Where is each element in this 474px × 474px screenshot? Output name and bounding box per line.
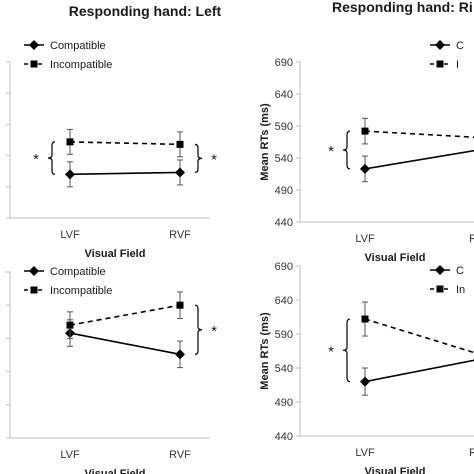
series-line-in	[364, 318, 474, 354]
panels: LVF RVF Visual Field * * Compatible Incompatib…	[6, 40, 474, 474]
title-left: Responding hand: Left	[69, 3, 222, 19]
data-point-incompatible	[66, 138, 74, 146]
data-point-compatible	[175, 167, 185, 178]
significance-star: *	[211, 323, 217, 340]
legend-marker	[436, 285, 444, 293]
significance-star: *	[211, 151, 217, 168]
x-tick-label: LVF	[355, 447, 375, 459]
x-tick-label: RVF	[169, 449, 191, 461]
significance-star: *	[328, 143, 334, 160]
x-tick-label: LVF	[355, 233, 375, 245]
x-axis-label: Visual Field	[85, 468, 146, 474]
data-point-c	[360, 376, 370, 387]
data-point-incompatible	[176, 140, 184, 148]
significance-bracket	[342, 318, 351, 383]
legend-label: C	[456, 265, 464, 277]
x-tick-label: RVF	[169, 229, 191, 241]
significance-bracket	[47, 141, 56, 175]
legend-marker	[435, 265, 445, 275]
x-tick-label: RVF	[469, 447, 474, 459]
significance-bracket	[194, 304, 203, 355]
data-point-compatible	[65, 169, 75, 180]
x-axis-label: Visual Field	[85, 248, 146, 260]
y-tick-label: 490	[275, 397, 293, 409]
legend-label: In	[456, 284, 465, 296]
series-line-i	[364, 130, 474, 138]
panel-bottom-left: LVF RVF Visual Field * Compatible Incompatibl…	[6, 266, 217, 474]
panel-top-right: 440 490 540 590 640 690 LVF RVF Visual Field Mean…	[259, 40, 474, 264]
y-tick-label: 540	[275, 363, 293, 375]
series-line-compatible	[69, 171, 181, 176]
legend-marker	[30, 286, 38, 294]
panel-bottom-right: 440 490 540 590 640 690 LVF RVF Visual Field Mean…	[259, 261, 474, 474]
data-point-i	[361, 127, 369, 135]
legend-label: Incompatible	[50, 285, 112, 297]
significance-star: *	[328, 343, 334, 360]
series-line-incompatible	[69, 304, 181, 326]
series-line-c	[364, 359, 474, 383]
legend-label: Incompatible	[50, 59, 112, 71]
x-tick-label: RVF	[469, 233, 474, 245]
y-tick-label: 640	[275, 295, 293, 307]
significance-star: *	[33, 151, 39, 168]
legend-marker	[29, 266, 39, 276]
y-axis-label: Mean RTs (ms)	[259, 103, 271, 181]
significance-bracket	[194, 143, 203, 174]
y-tick-label: 440	[275, 217, 293, 229]
x-axis-label: Visual Field	[365, 252, 426, 264]
data-point-incompatible	[66, 321, 74, 329]
y-tick-label: 440	[275, 431, 293, 443]
panel-top-left: LVF RVF Visual Field * * Compatible Incompatib…	[6, 40, 217, 260]
significance-bracket	[342, 130, 351, 170]
legend-marker	[435, 40, 445, 50]
y-tick-label: 640	[275, 89, 293, 101]
series-line-c	[364, 149, 474, 170]
y-tick-label: 590	[275, 121, 293, 133]
legend-marker	[436, 60, 444, 68]
y-tick-label: 690	[275, 57, 293, 69]
data-point-compatible	[175, 349, 185, 360]
data-point-incompatible	[176, 301, 184, 309]
legend-marker	[30, 60, 38, 68]
x-tick-label: LVF	[60, 449, 80, 461]
legend-label: C	[456, 40, 464, 52]
y-tick-label: 540	[275, 153, 293, 165]
title-right: Responding hand: Ri	[332, 0, 473, 15]
legend-label: Compatible	[50, 266, 106, 278]
y-tick-label: 590	[275, 329, 293, 341]
data-point-in	[361, 315, 369, 323]
series-line-compatible	[69, 332, 181, 356]
x-tick-label: LVF	[60, 229, 80, 241]
y-tick-label: 490	[275, 185, 293, 197]
x-axis-label: Visual Field	[365, 466, 426, 474]
legend-label: I	[456, 59, 459, 71]
y-axis-label: Mean RTs (ms)	[259, 312, 271, 390]
legend-marker	[29, 40, 39, 50]
series-line-incompatible	[69, 141, 181, 146]
y-tick-label: 690	[275, 261, 293, 273]
legend-label: Compatible	[50, 40, 106, 52]
data-point-c	[360, 163, 370, 174]
